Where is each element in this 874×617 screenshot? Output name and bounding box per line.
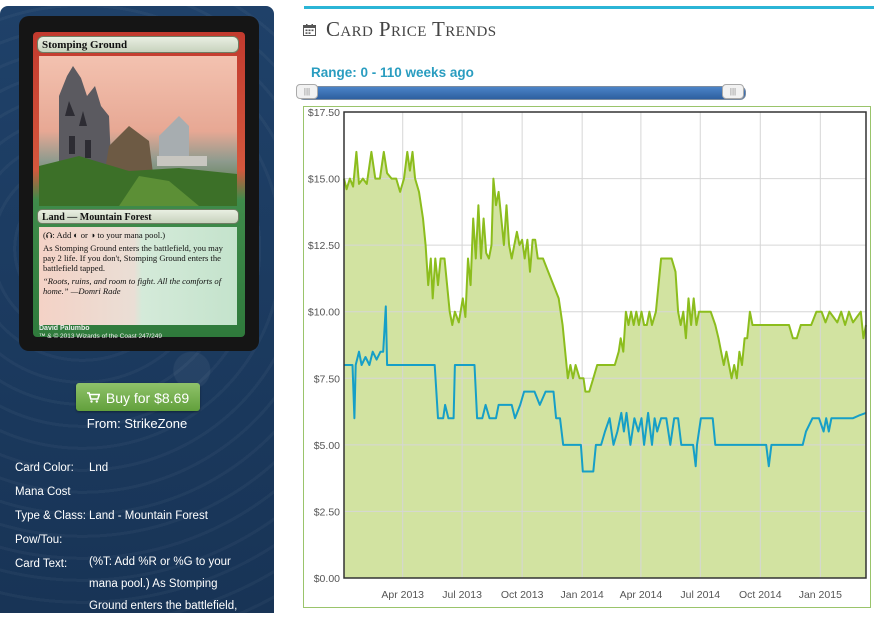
- line-series: [344, 305, 867, 473]
- detail-label: Card Text:: [15, 558, 68, 570]
- card-flavor-text: “Roots, ruins, and room to fight. All th…: [43, 276, 222, 296]
- card-rules-text-2: As Stomping Ground enters the battlefiel…: [43, 243, 223, 273]
- range-slider-handle-left[interactable]: |||: [296, 84, 318, 99]
- card-artist: David Palumbo: [39, 325, 90, 332]
- detail-label: Card Color:: [15, 462, 74, 474]
- card-image: Stomping Ground: [19, 16, 259, 351]
- area-series-line: [343, 150, 867, 393]
- range-slider-track[interactable]: [298, 86, 746, 100]
- card-type-line: Land — Mountain Forest: [37, 209, 239, 224]
- range-label: Range: 0 - 110 weeks ago: [311, 65, 474, 80]
- card-frame: Stomping Ground: [33, 32, 245, 340]
- detail-label: Type & Class:: [15, 510, 86, 522]
- detail-value: (%T: Add %R or %G to your mana pool.) As…: [89, 556, 238, 612]
- plot-border: [343, 111, 867, 579]
- detail-row-color: Card Color: Lnd: [15, 456, 265, 480]
- card-artist-line: David Palumbo ™ & © 2013 Wizards of the …: [39, 325, 162, 341]
- card-name: Stomping Ground: [37, 36, 239, 53]
- x-tick-label: Apr 2013: [381, 589, 424, 601]
- section-accent-bar: [304, 6, 874, 9]
- y-tick-label: $17.50: [308, 107, 340, 119]
- detail-label: Mana Cost: [15, 486, 71, 498]
- detail-row-type-class: Type & Class: Land - Mountain Forest: [15, 504, 265, 528]
- price-trend-chart: $0.00 $2.50 $5.00 $7.50 $10.00 $12.50 $15.00 $1…: [308, 107, 867, 601]
- detail-row-card-text: Card Text: (%T: Add %R or %G to your man…: [15, 552, 265, 612]
- detail-label: Pow/Tou:: [15, 534, 63, 546]
- x-tick-label: Jan 2015: [799, 589, 842, 601]
- x-tick-label: Jan 2014: [561, 589, 604, 601]
- y-tick-label: $5.00: [314, 440, 340, 452]
- calendar-icon: [303, 17, 316, 36]
- y-tick-label: $12.50: [308, 240, 340, 252]
- y-tick-label: $15.00: [308, 174, 340, 186]
- cart-icon: [86, 385, 101, 413]
- card-copyright: ™ & © 2013 Wizards of the Coast 247/249: [39, 333, 162, 340]
- buy-button[interactable]: Buy for $8.69: [76, 383, 200, 411]
- area-series-fill: [344, 151, 866, 578]
- range-slider-handle-right[interactable]: |||: [722, 84, 744, 99]
- card-info-panel: Stomping Ground: [0, 6, 274, 613]
- y-tick-label: $0.00: [314, 573, 340, 585]
- detail-value: Land - Mountain Forest: [89, 510, 208, 522]
- x-tick-label: Oct 2013: [501, 589, 544, 601]
- card-art: [39, 56, 237, 206]
- vendor-label: From: StrikeZone: [86, 416, 188, 431]
- detail-value: Lnd: [89, 462, 109, 474]
- x-tick-label: Jul 2014: [680, 589, 720, 601]
- x-tick-label: Apr 2014: [620, 589, 663, 601]
- detail-row-mana-cost: Mana Cost: [15, 480, 265, 504]
- detail-row-pow-tou: Pow/Tou:: [15, 528, 265, 552]
- section-title: Card Price Trends: [303, 17, 496, 42]
- x-tick-label: Jul 2013: [442, 589, 482, 601]
- card-rules-text-1: (⮉: Add ◐ or ◑ to your mana pool.): [43, 230, 166, 240]
- card-text-box: (⮉: Add ◐ or ◑ to your mana pool.) As St…: [39, 227, 237, 325]
- card-details: Card Color: Lnd Mana Cost Type & Class: …: [15, 456, 265, 612]
- section-title-text: Card Price Trends: [326, 17, 497, 41]
- x-tick-label: Oct 2014: [739, 589, 782, 601]
- buy-button-label: Buy for $8.69: [105, 390, 190, 406]
- y-tick-label: $7.50: [314, 373, 340, 385]
- y-tick-label: $10.00: [308, 307, 340, 319]
- y-tick-label: $2.50: [314, 506, 340, 518]
